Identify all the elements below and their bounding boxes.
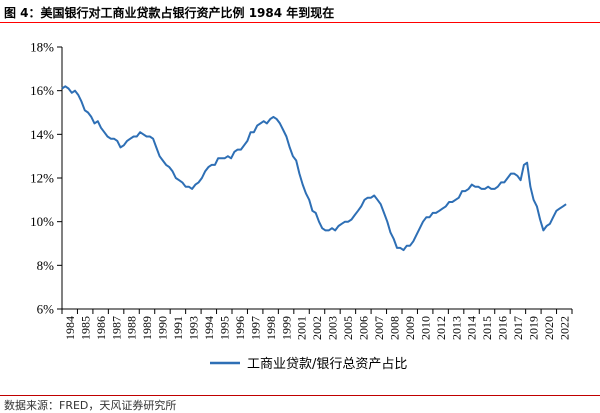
x-tick-label: 1987 — [109, 316, 123, 340]
x-tick-label: 2007 — [372, 316, 386, 340]
x-tick-label: 2022 — [557, 316, 571, 340]
legend-label: 工商业贷款/银行总资产占比 — [247, 357, 407, 372]
y-tick-label: 16% — [30, 83, 54, 98]
x-tick-label: 1998 — [264, 316, 278, 340]
x-tick-label: 2001 — [295, 316, 309, 340]
x-tick-label: 2017 — [511, 316, 525, 340]
x-tick-label: 1991 — [171, 316, 185, 340]
y-tick-label: 12% — [30, 171, 54, 186]
x-tick-label: 1986 — [94, 316, 108, 340]
y-axis: 6% 8% 10% 12% 14% 16% 18% — [30, 40, 63, 317]
series-lines — [61, 85, 567, 252]
y-tick-label: 14% — [30, 127, 54, 142]
x-tick-label: 1996 — [233, 316, 247, 340]
x-tick-label: 1988 — [125, 316, 139, 340]
x-tick-label: 2014 — [465, 316, 479, 340]
footer-divider — [0, 395, 600, 396]
y-tick-label: 6% — [37, 302, 55, 317]
x-tick-label: 2005 — [341, 316, 355, 340]
x-axis: 1984 1985 1986 1987 1988 1989 1990 1991 1993 1994… — [61, 308, 573, 340]
y-tick-label: 8% — [37, 258, 55, 273]
y-tick-label: 10% — [30, 214, 54, 229]
x-tick-label: 1985 — [78, 316, 92, 340]
x-tick-label: 2003 — [326, 316, 340, 340]
series-line — [61, 85, 567, 252]
legend: 工商业贷款/银行总资产占比 — [210, 357, 407, 372]
x-tick-label: 1989 — [140, 316, 154, 340]
x-tick-label: 2019 — [527, 316, 541, 340]
x-tick-label: 2008 — [387, 316, 401, 340]
x-tick-label: 2009 — [403, 316, 417, 340]
x-tick-label: 1997 — [248, 316, 262, 340]
title-bar — [0, 0, 600, 23]
chart-title: 图 4：美国银行对工商业贷款占银行资产比例 1984 年到现在 — [4, 6, 335, 20]
x-tick-label: 1984 — [63, 316, 77, 340]
x-tick-label: 2016 — [496, 316, 510, 340]
x-tick-label: 1994 — [202, 316, 216, 340]
x-tick-label: 2012 — [434, 316, 448, 340]
x-tick-label: 2002 — [310, 316, 324, 340]
x-tick-label: 1999 — [279, 316, 293, 340]
line-chart: 6% 8% 10% 12% 14% 16% 18% 1984 1985 1986 1987 1988… — [30, 40, 573, 372]
y-tick-label: 18% — [30, 40, 54, 55]
x-tick-label: 2010 — [418, 316, 432, 340]
x-tick-label: 2015 — [480, 316, 494, 340]
x-tick-label: 1990 — [156, 316, 170, 340]
source-note: 数据来源：FRED，天风证券研究所 — [4, 399, 177, 412]
x-tick-label: 2006 — [357, 316, 371, 340]
x-tick-label: 1995 — [217, 316, 231, 340]
x-tick-label: 1993 — [187, 316, 201, 340]
x-tick-label: 2020 — [542, 316, 556, 340]
x-tick-label: 2013 — [449, 316, 463, 340]
